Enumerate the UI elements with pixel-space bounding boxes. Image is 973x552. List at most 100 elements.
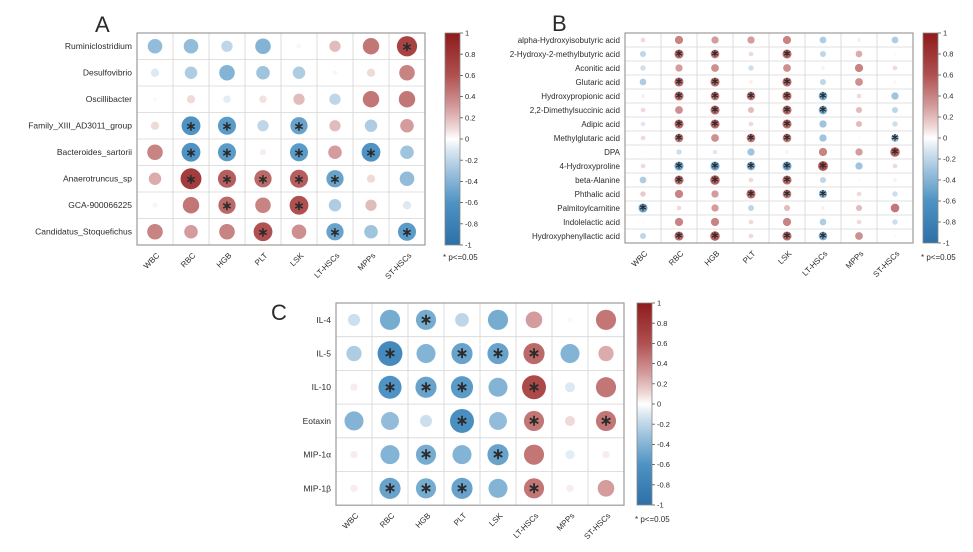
significance-asterisk: ∗ — [675, 175, 683, 186]
correlation-bubble — [818, 189, 828, 199]
significance-asterisk: ∗ — [528, 412, 541, 429]
correlation-bubble — [402, 201, 412, 210]
correlation-bubble — [785, 150, 789, 154]
correlation-bubble — [674, 35, 684, 45]
significance-asterisk: ∗ — [258, 171, 269, 186]
significance-asterisk: ∗ — [819, 189, 827, 200]
column-label: MPPs — [356, 251, 377, 272]
correlation-bubble — [892, 219, 898, 225]
correlation-bubble — [259, 95, 267, 104]
significance-asterisk: ∗ — [783, 77, 791, 88]
column-label: RBC — [378, 511, 396, 529]
correlation-bubble — [488, 478, 508, 498]
correlation-bubble — [419, 414, 433, 427]
correlation-bubble — [892, 191, 898, 197]
row-label: alpha-Hydroxyisobutyric acid — [518, 36, 620, 45]
correlation-bubble — [328, 199, 342, 212]
correlation-bubble — [818, 161, 828, 171]
colorbar-tick-label: -0.2 — [943, 155, 956, 164]
correlation-bubble — [639, 176, 647, 184]
correlation-bubble — [710, 231, 720, 241]
correlation-bubble — [782, 231, 792, 241]
significance-asterisk: ∗ — [456, 345, 469, 362]
correlation-bubble — [219, 64, 235, 81]
correlation-bubble — [891, 92, 899, 100]
row-label: Aconitic acid — [575, 64, 620, 73]
significance-asterisk: ∗ — [420, 480, 433, 497]
correlation-bubble — [217, 169, 237, 188]
correlation-bubble — [565, 450, 575, 460]
matrix-border — [136, 32, 426, 246]
colorbar-tick-label: -0.4 — [657, 440, 670, 449]
correlation-bubble — [782, 91, 792, 101]
significance-asterisk: ∗ — [420, 379, 433, 396]
correlation-bubble — [640, 37, 646, 43]
correlation-bubble — [710, 77, 720, 87]
correlation-bubble — [399, 64, 415, 81]
significance-asterisk: ∗ — [384, 379, 397, 396]
correlation-bubble — [523, 410, 545, 432]
correlation-bubble — [489, 412, 507, 430]
correlation-bubble — [819, 134, 827, 142]
correlation-bubble — [641, 220, 645, 224]
correlation-bubble — [217, 143, 237, 162]
correlation-bubble — [296, 43, 302, 49]
correlation-bubble — [147, 144, 163, 161]
row-label: IL-10 — [312, 382, 332, 392]
correlation-bubble — [567, 317, 573, 323]
significance-asterisk: ∗ — [675, 77, 683, 88]
correlation-bubble — [378, 375, 402, 399]
row-label: Glutaric acid — [576, 78, 620, 87]
significance-asterisk: ∗ — [528, 345, 541, 362]
colorbar-tick-label: -0.4 — [465, 177, 478, 186]
correlation-bubble — [818, 231, 828, 241]
correlation-bubble — [674, 91, 684, 101]
correlation-bubble — [819, 120, 827, 128]
correlation-bubble — [639, 78, 647, 86]
significance-asterisk: ∗ — [783, 133, 791, 144]
column-label: WBC — [142, 251, 162, 271]
correlation-bubble — [782, 161, 792, 171]
colorbar-tick-label: 1 — [465, 29, 469, 38]
correlation-bubble — [347, 313, 361, 326]
colorbar-tick-label: 0 — [657, 400, 661, 409]
significance-asterisk: ∗ — [819, 105, 827, 116]
column-label: MPPs — [844, 249, 865, 270]
row-label: IL-5 — [316, 349, 331, 359]
colorbar-tick-label: -0.2 — [465, 156, 478, 165]
column-label: LSK — [776, 249, 794, 267]
correlation-bubble — [344, 411, 364, 431]
colorbar-tick-label: -0.8 — [465, 219, 478, 228]
correlation-bubble — [893, 234, 897, 238]
correlation-bubble — [289, 195, 309, 215]
correlation-bubble — [748, 51, 754, 57]
correlation-bubble — [525, 311, 543, 329]
correlation-bubble — [783, 64, 791, 72]
correlation-bubble — [184, 66, 198, 79]
correlation-bubble — [855, 78, 863, 86]
correlation-bubble — [747, 106, 755, 114]
correlation-bubble — [892, 121, 898, 127]
significance-asterisk: ∗ — [711, 49, 719, 60]
significance-asterisk: ∗ — [819, 231, 827, 242]
column-label: RBC — [179, 251, 197, 269]
column-label: WBC — [341, 511, 361, 531]
correlation-bubble — [450, 376, 474, 399]
correlation-bubble — [597, 480, 615, 497]
row-label: GCA-900066225 — [68, 200, 132, 210]
colorbar-tick-label: -0.6 — [943, 197, 956, 206]
significance-asterisk: ∗ — [402, 224, 413, 239]
correlation-bubble — [821, 206, 825, 210]
correlation-bubble — [890, 147, 900, 157]
significance-asterisk: ∗ — [747, 133, 755, 144]
significance-asterisk: ∗ — [492, 446, 505, 463]
correlation-bubble — [891, 36, 899, 44]
correlation-bubble — [362, 38, 380, 55]
significance-asterisk: ∗ — [420, 311, 433, 328]
correlation-bubble — [150, 121, 160, 130]
correlation-bubble — [856, 191, 862, 197]
correlation-bubble — [602, 450, 610, 459]
correlation-bubble — [782, 189, 792, 199]
